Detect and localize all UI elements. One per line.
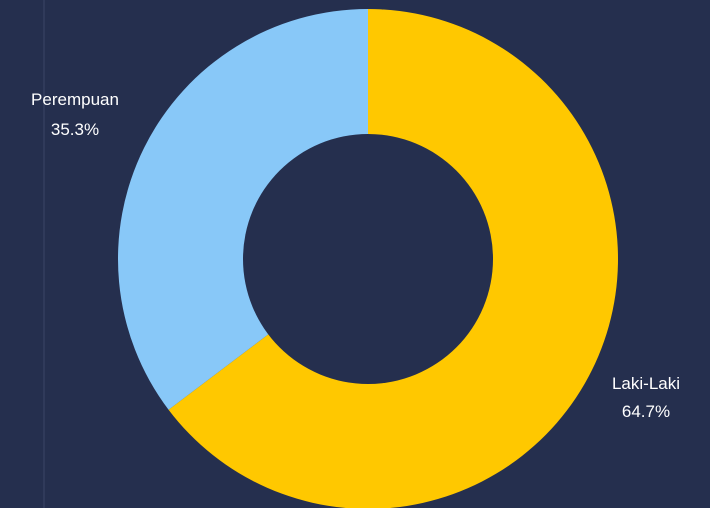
donut-hole [243,134,493,384]
slice-perempuan [118,9,368,410]
slice-value-laki-laki: 64.7% [622,402,670,421]
slice-label-laki-laki: Laki-Laki [612,374,680,393]
slice-value-perempuan: 35.3% [51,120,99,139]
slice-labels: Laki-Laki 64.7% Perempuan 35.3% [31,90,680,421]
slice-label-perempuan: Perempuan [31,90,119,109]
